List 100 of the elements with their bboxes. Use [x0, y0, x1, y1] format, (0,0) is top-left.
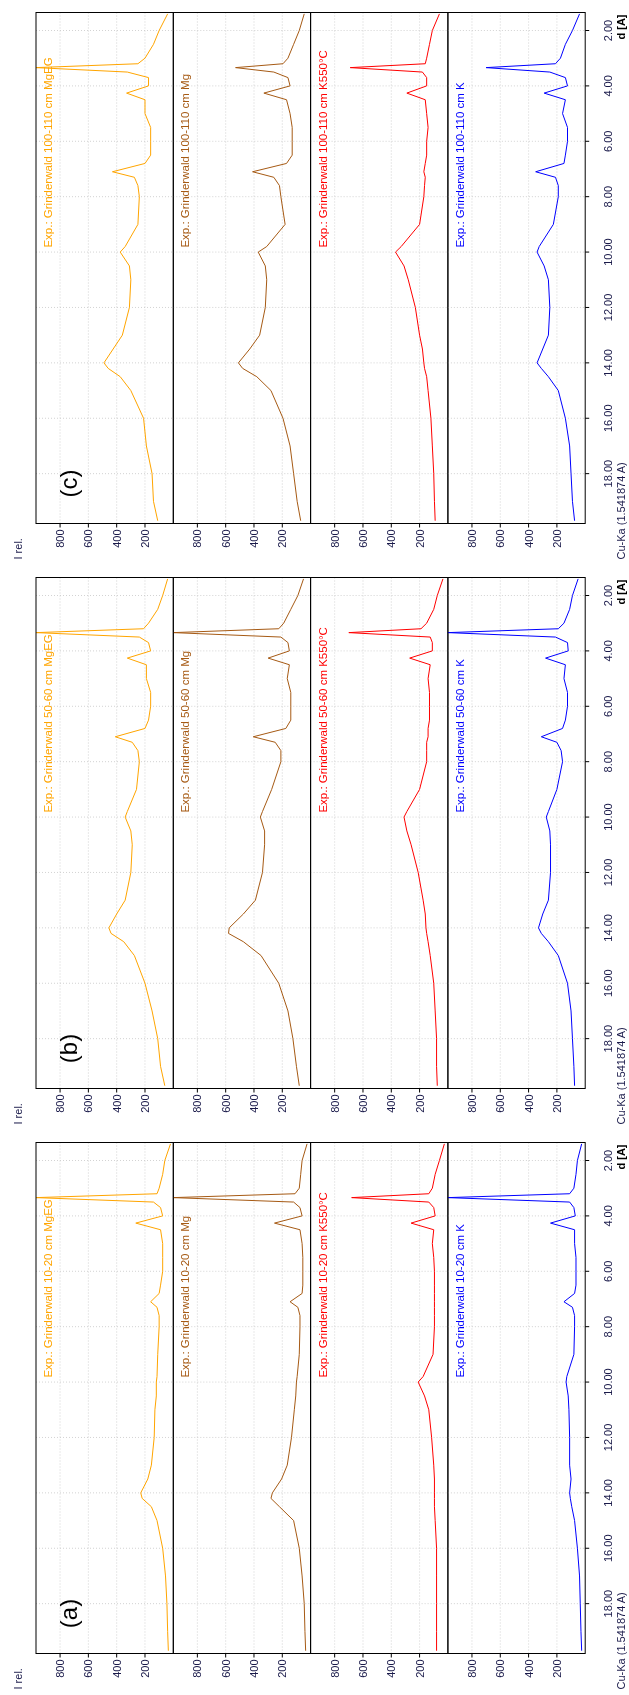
y-tick-label: 10.00: [602, 1368, 615, 1396]
y-tick-label: 16.00: [602, 969, 615, 998]
y-tick-label: 4.00: [602, 1205, 615, 1227]
y-tick-label: 6.00: [602, 130, 615, 152]
x-tick-label: 600: [219, 1659, 232, 1678]
x-tick-label: 400: [522, 1094, 535, 1113]
y-tick-label: 18.00: [602, 1589, 615, 1618]
x-tick-label: 400: [110, 529, 123, 548]
y-tick-label: 10.00: [602, 803, 615, 831]
y-axis-title: d [A]: [615, 14, 628, 40]
x-tick-label: 600: [82, 1659, 95, 1678]
text: Exp.: Grinderwald 10-20 cm K: [453, 1223, 466, 1378]
x-tick-label: 600: [494, 1659, 507, 1678]
y-axis-title: d [A]: [615, 1144, 628, 1170]
x-tick-label: 600: [82, 1094, 95, 1113]
text: Exp.: Grinderwald 50-60 cm Mg: [179, 650, 192, 813]
y-tick-label: 4.00: [602, 75, 615, 97]
x-tick-label: 200: [550, 1659, 563, 1678]
y-tick-label: 8.00: [602, 750, 615, 773]
y-tick-label: 14.00: [602, 914, 615, 942]
y-tick-label: 6.00: [602, 695, 615, 717]
line-series: [447, 578, 579, 1087]
text: Cu-Ka (1.541874 A): [615, 1592, 628, 1690]
x-tick-label: 400: [247, 1094, 260, 1113]
x-tick-label: 200: [550, 1094, 563, 1113]
line-series: [485, 13, 581, 522]
x-tick-label: 800: [191, 529, 204, 548]
annotation: (c): [55, 469, 82, 498]
x-tick-label: 600: [494, 529, 507, 548]
x-tick-label: 200: [413, 1659, 426, 1678]
text: Exp.: Grinderwald 50-60 cm K: [453, 658, 466, 813]
y-tick-label: 14.00: [602, 349, 615, 377]
y-tick-label: 18.00: [602, 1024, 615, 1053]
x-tick-label: 400: [385, 1659, 398, 1678]
text: I rel.: [12, 538, 24, 560]
x-tick-label: 400: [247, 1659, 260, 1678]
x-tick-label: 600: [356, 1659, 369, 1678]
x-tick-label: 200: [276, 529, 289, 548]
text: Exp.: Grinderwald 10-20 cm MgEG: [42, 1199, 54, 1378]
x-tick-label: 200: [550, 529, 563, 548]
x-tick-label: 600: [356, 529, 369, 548]
y-tick-label: 12.00: [602, 293, 615, 322]
x-tick-label: 600: [219, 1094, 232, 1113]
text: Exp.: Grinderwald 100-110 cm K550°C: [316, 50, 329, 248]
y-tick-label: 2.00: [602, 584, 615, 607]
x-tick-label: 400: [110, 1094, 123, 1113]
x-tick-label: 400: [110, 1659, 123, 1678]
x-tick-label: 400: [522, 1659, 535, 1678]
y-tick-label: 16.00: [602, 404, 615, 433]
x-tick-label: 200: [413, 529, 426, 548]
y-tick-label: 12.00: [602, 858, 615, 887]
x-tick-label: 600: [356, 1094, 369, 1113]
x-tick-label: 200: [138, 1659, 151, 1678]
x-tick-label: 800: [465, 1659, 478, 1678]
x-tick-label: 600: [219, 529, 232, 548]
x-tick-label: 800: [465, 529, 478, 548]
text: Exp.: Grinderwald 100-110 cm Mg: [179, 73, 192, 248]
text: I rel.: [12, 1668, 24, 1690]
x-tick-label: 600: [82, 529, 95, 548]
x-tick-label: 800: [328, 529, 341, 548]
text: Exp.: Grinderwald 10-20 cm Mg: [179, 1215, 192, 1378]
x-tick-label: 400: [247, 529, 260, 548]
text: Cu-Ka (1.541874 A): [615, 462, 628, 560]
annotation: (a): [55, 1598, 82, 1629]
x-tick-label: 800: [54, 529, 67, 548]
y-tick-label: 2.00: [602, 19, 615, 42]
x-tick-label: 400: [522, 529, 535, 548]
text: Cu-Ka (1.541874 A): [615, 1027, 628, 1125]
x-tick-label: 400: [385, 529, 398, 548]
y-tick-label: 16.00: [602, 1534, 615, 1563]
x-tick-label: 200: [138, 529, 151, 548]
text: Exp.: Grinderwald 50-60 cm MgEG: [42, 634, 54, 813]
x-tick-label: 200: [276, 1659, 289, 1678]
x-tick-label: 800: [54, 1659, 67, 1678]
y-tick-label: 18.00: [602, 459, 615, 488]
x-tick-label: 200: [138, 1094, 151, 1113]
text: I rel.: [12, 1103, 24, 1125]
text: Exp.: Grinderwald 50-60 cm K550°C: [316, 627, 329, 813]
text: Exp.: Grinderwald 100-110 cm K: [453, 81, 466, 248]
y-axis-title: d [A]: [615, 579, 628, 605]
annotation: (b): [55, 1033, 82, 1064]
x-tick-label: 200: [413, 1094, 426, 1113]
x-tick-label: 800: [54, 1094, 67, 1113]
y-tick-label: 12.00: [602, 1423, 615, 1452]
y-tick-label: 14.00: [602, 1479, 615, 1507]
y-tick-label: 4.00: [602, 640, 615, 662]
y-tick-label: 8.00: [602, 185, 615, 208]
y-tick-label: 10.00: [602, 238, 615, 266]
y-tick-label: 8.00: [602, 1315, 615, 1338]
text: Exp.: Grinderwald 10-20 cm K550°C: [316, 1192, 329, 1378]
x-tick-label: 800: [328, 1094, 341, 1113]
x-tick-label: 800: [328, 1659, 341, 1678]
text: Exp.: Grinderwald 100-110 cm MgEG: [42, 57, 54, 248]
x-tick-label: 600: [494, 1094, 507, 1113]
x-tick-label: 800: [191, 1659, 204, 1678]
x-tick-label: 200: [276, 1094, 289, 1113]
y-tick-label: 2.00: [602, 1149, 615, 1172]
x-tick-label: 800: [465, 1094, 478, 1113]
x-tick-label: 400: [385, 1094, 398, 1113]
x-tick-label: 800: [191, 1094, 204, 1113]
